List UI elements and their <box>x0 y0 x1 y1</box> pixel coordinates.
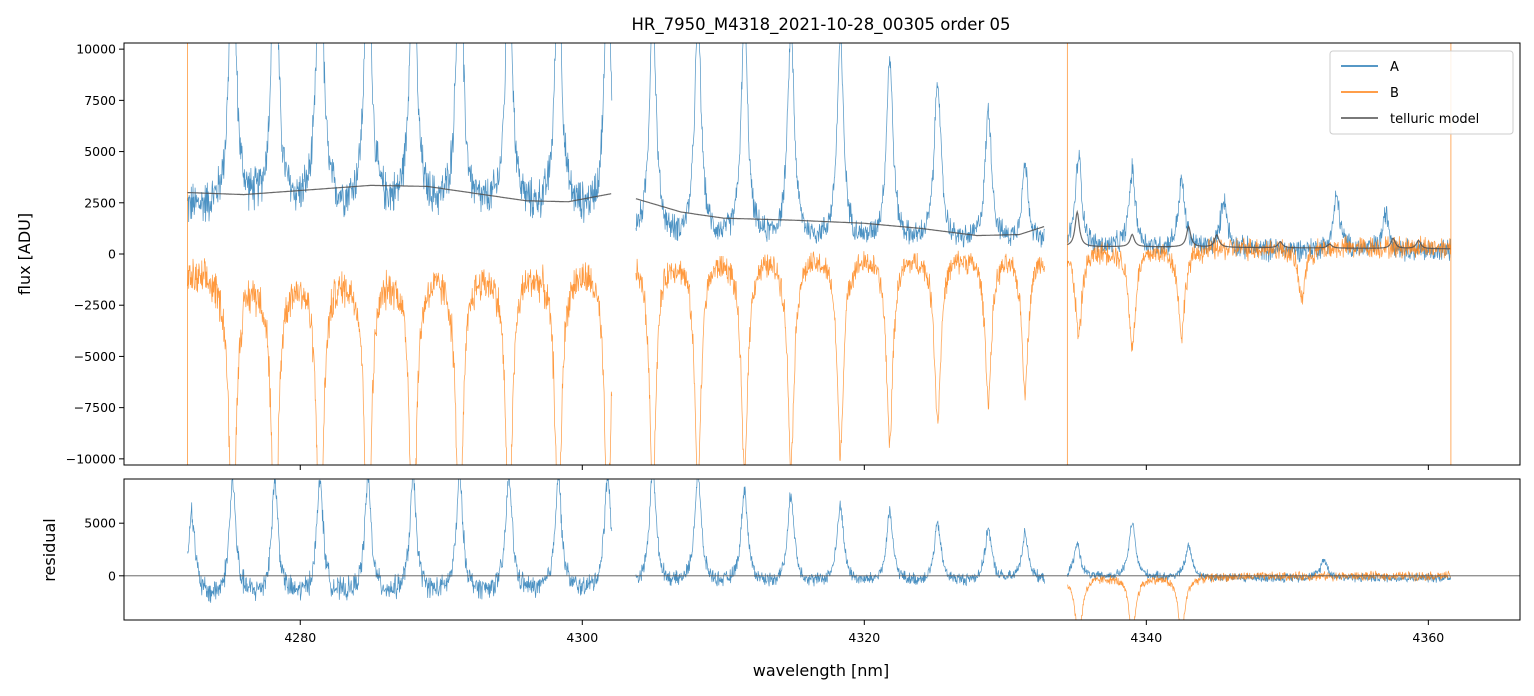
flux-x-ticks <box>299 465 1429 470</box>
residual-axes-frame <box>123 478 1521 621</box>
chart-title: HR_7950_M4318_2021-10-28_00305 order 05 <box>632 15 1011 35</box>
x-axis-label: wavelength [nm] <box>753 661 890 680</box>
legend-label-telluric: telluric model <box>1390 112 1479 127</box>
flux-y-tick-label: −7500 <box>74 400 116 415</box>
series-telluric-segment-2 <box>1067 209 1451 250</box>
flux-y-tick-label: −5000 <box>74 349 116 364</box>
flux-plot-area <box>187 43 1452 465</box>
series-residual-A-left-segment-1 <box>635 479 1045 587</box>
series-A-segment-2 <box>1067 149 1451 263</box>
x-tick-label: 4360 <box>1412 630 1444 645</box>
residual-y-tick-label: 5000 <box>84 516 116 531</box>
flux-y-tick-label: 5000 <box>84 144 116 159</box>
series-B-segment-1 <box>635 250 1045 465</box>
series-telluric-segment-0 <box>187 184 612 203</box>
legend-label-A: A <box>1390 60 1399 75</box>
residual-y-label: residual <box>40 518 59 581</box>
series-A-segment-0 <box>187 43 613 223</box>
residual-x-ticks: 4280 4300 4320 4340 4360 <box>284 620 1444 645</box>
legend-box <box>1329 50 1514 135</box>
flux-y-tick-label: −2500 <box>74 298 116 313</box>
residual-y-tick-label: 0 <box>108 568 116 583</box>
series-telluric-segment-1 <box>635 198 1045 237</box>
flux-y-tick-label: 10000 <box>76 42 116 57</box>
flux-y-tick-label: −10000 <box>66 451 116 466</box>
flux-panel: −10000−7500−5000−2500025005000750010000 … <box>15 42 1521 470</box>
x-tick-label: 4280 <box>284 630 316 645</box>
flux-y-label: flux [ADU] <box>15 213 34 295</box>
x-tick-label: 4300 <box>566 630 598 645</box>
x-tick-label: 4320 <box>848 630 880 645</box>
residual-panel: 0 5000 4280 4300 4320 4340 4360 residual <box>40 478 1521 645</box>
flux-y-tick-label: 7500 <box>84 93 116 108</box>
series-B-segment-2 <box>1067 235 1451 352</box>
residual-y-ticks: 0 5000 <box>84 516 124 583</box>
flux-y-tick-label: 2500 <box>84 195 116 210</box>
series-B-segment-0 <box>187 258 613 465</box>
legend: A B telluric model <box>1329 50 1514 135</box>
series-residual-B-segment-0 <box>1067 570 1451 620</box>
flux-y-tick-label: 0 <box>108 247 116 262</box>
series-residual-A-left-segment-0 <box>187 479 613 603</box>
legend-label-B: B <box>1390 86 1399 101</box>
residual-plot-area <box>124 479 1520 620</box>
flux-y-ticks: −10000 −7500 −5000 −2500 0 2500 5000 7500 10000 <box>66 42 124 466</box>
x-tick-label: 4340 <box>1130 630 1162 645</box>
series-A-segment-1 <box>635 43 1045 248</box>
